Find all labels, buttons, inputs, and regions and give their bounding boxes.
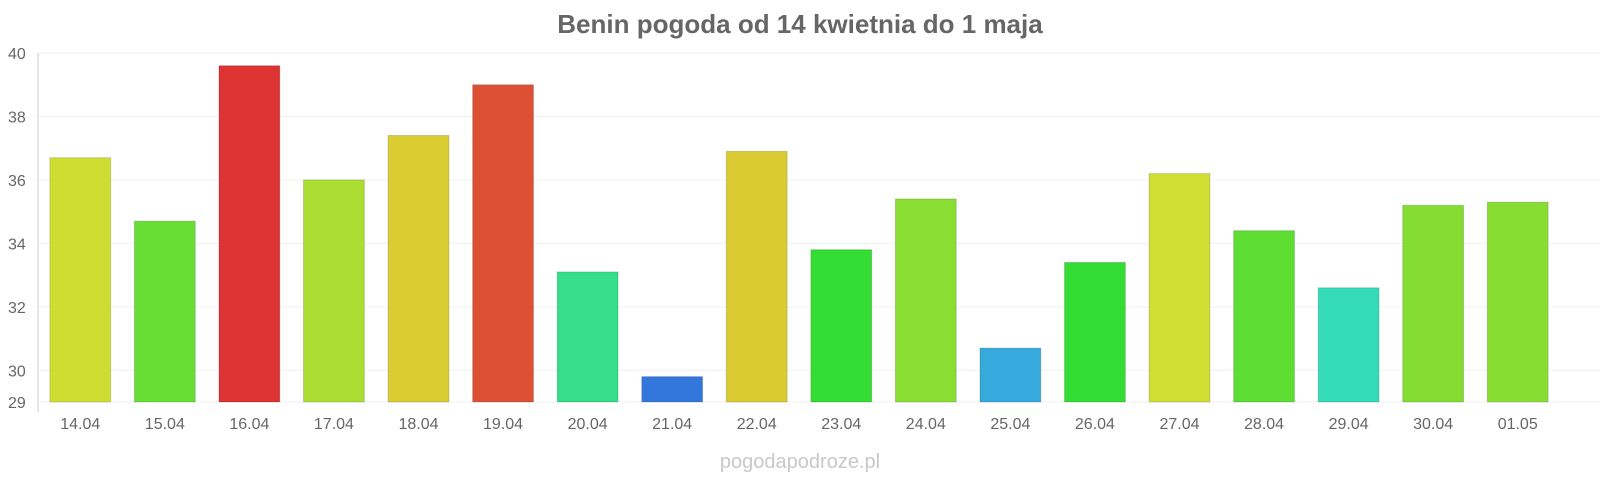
y-tick-label: 38 xyxy=(8,109,26,126)
x-tick-label: 28.04 xyxy=(1244,416,1284,433)
x-tick-label: 25.04 xyxy=(990,416,1030,433)
x-tick-label: 27.04 xyxy=(1159,416,1199,433)
bar-25.04 xyxy=(979,347,1042,403)
bar-29.04 xyxy=(1317,287,1380,403)
x-tick-label: 29.04 xyxy=(1329,416,1369,433)
x-tick-label: 21.04 xyxy=(652,416,692,433)
bar-15.04 xyxy=(133,220,196,403)
x-axis-ticks: 14.04 15.04 16.04 17.04 18.04 19.04 20.04 21.04… xyxy=(60,416,1538,433)
x-tick-label: 19.04 xyxy=(483,416,523,433)
x-tick-label: 30.04 xyxy=(1413,416,1453,433)
chart-title: Benin pogoda od 14 kwietnia do 1 maja xyxy=(557,9,1043,39)
bar-01.05 xyxy=(1486,201,1549,403)
y-tick-label: 29 xyxy=(8,395,26,412)
bar-20.04 xyxy=(556,271,619,403)
x-tick-label: 16.04 xyxy=(229,416,269,433)
y-tick-label: 36 xyxy=(8,173,26,190)
bar-16.04 xyxy=(218,65,281,403)
bars xyxy=(49,65,1549,403)
y-tick-label: 34 xyxy=(8,236,26,253)
x-tick-label: 26.04 xyxy=(1075,416,1115,433)
bar-28.04 xyxy=(1233,230,1295,403)
x-tick-label: 22.04 xyxy=(737,416,777,433)
bar-24.04 xyxy=(894,198,957,403)
bar-23.04 xyxy=(810,249,873,403)
bar-19.04 xyxy=(472,84,534,403)
x-tick-label: 18.04 xyxy=(398,416,438,433)
bar-22.04 xyxy=(725,150,788,403)
bar-17.04 xyxy=(303,179,365,403)
x-tick-label: 14.04 xyxy=(60,416,100,433)
x-tick-label: 17.04 xyxy=(314,416,354,433)
y-tick-label: 30 xyxy=(8,363,26,380)
x-tick-label: 15.04 xyxy=(145,416,185,433)
x-tick-label: 01.05 xyxy=(1498,416,1538,433)
y-tick-label: 40 xyxy=(8,46,26,63)
x-tick-label: 24.04 xyxy=(906,416,946,433)
bar-30.04 xyxy=(1402,204,1465,403)
x-tick-label: 20.04 xyxy=(568,416,608,433)
y-tick-label: 32 xyxy=(8,300,26,317)
source-credit: pogodapodroze.pl xyxy=(720,451,880,473)
bar-14.04 xyxy=(49,157,112,403)
bar-21.04 xyxy=(641,376,704,403)
bar-27.04 xyxy=(1148,173,1211,403)
bar-18.04 xyxy=(387,134,450,403)
y-axis-ticks: 29 30 32 34 36 38 40 xyxy=(8,46,26,412)
bar-26.04 xyxy=(1064,261,1126,403)
x-tick-label: 23.04 xyxy=(821,416,861,433)
